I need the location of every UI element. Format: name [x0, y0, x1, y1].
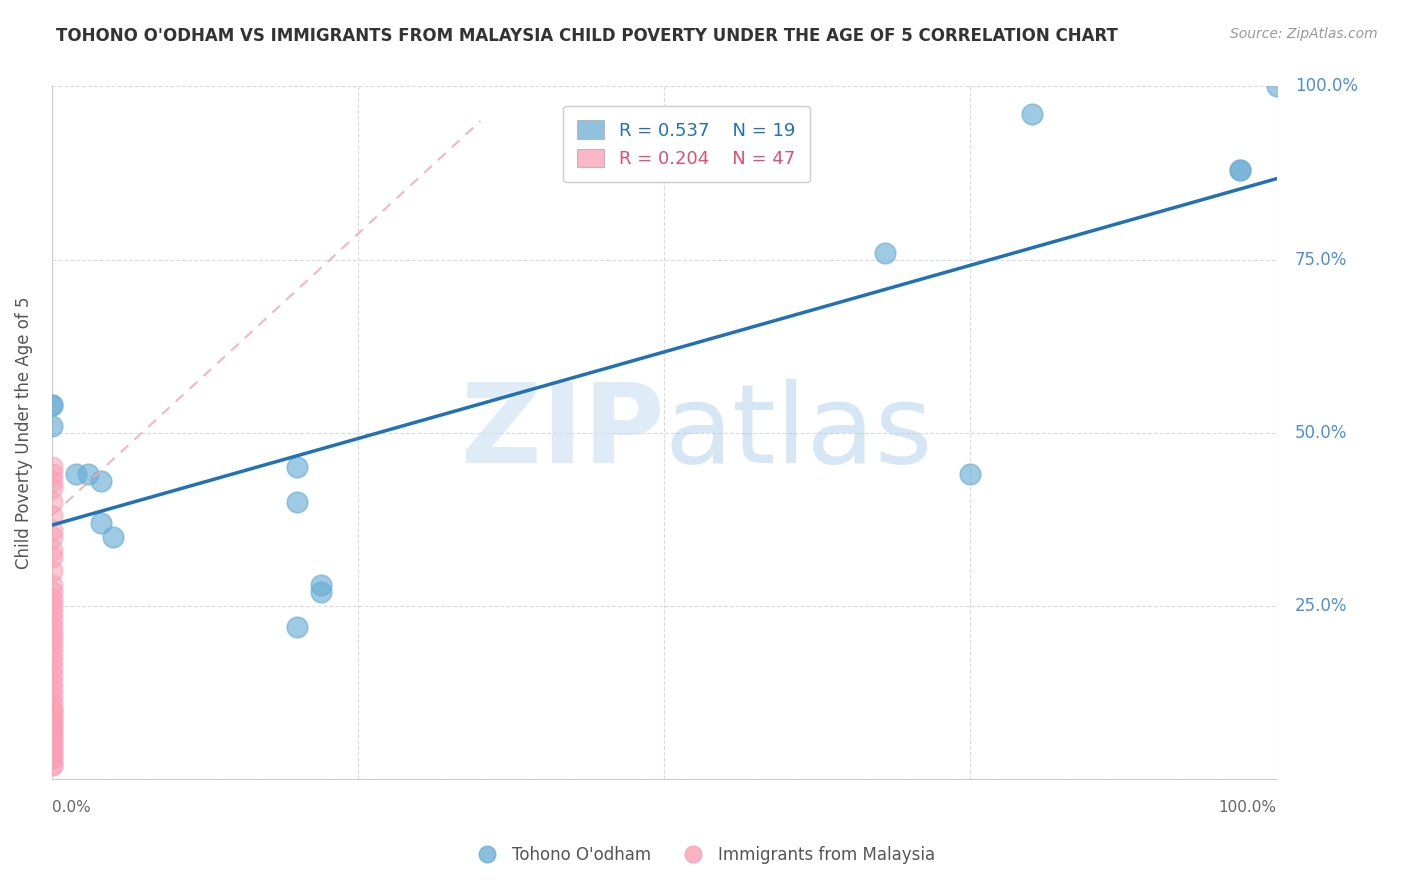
Point — [41, 737, 63, 751]
Point — [41, 599, 63, 613]
Text: 100.0%: 100.0% — [1219, 800, 1277, 814]
Point — [41, 654, 63, 668]
Text: 0.0%: 0.0% — [52, 800, 90, 814]
Point — [41, 696, 63, 710]
Point — [41, 640, 63, 655]
Point — [41, 606, 63, 620]
Point — [959, 467, 981, 482]
Point — [285, 460, 308, 475]
Point — [285, 495, 308, 509]
Point — [1021, 107, 1043, 121]
Point — [41, 398, 63, 412]
Point — [41, 731, 63, 745]
Legend: Tohono O'odham, Immigrants from Malaysia: Tohono O'odham, Immigrants from Malaysia — [464, 839, 942, 871]
Point — [90, 516, 112, 530]
Point — [41, 703, 63, 717]
Point — [41, 758, 63, 772]
Point — [41, 703, 63, 717]
Point — [90, 474, 112, 488]
Point — [309, 585, 332, 599]
Point — [41, 751, 63, 765]
Point — [309, 578, 332, 592]
Point — [41, 495, 63, 509]
Point — [41, 578, 63, 592]
Point — [41, 681, 63, 696]
Point — [41, 585, 63, 599]
Point — [41, 613, 63, 627]
Point — [285, 619, 308, 633]
Point — [41, 418, 63, 433]
Point — [1229, 162, 1251, 177]
Point — [41, 744, 63, 758]
Text: TOHONO O'ODHAM VS IMMIGRANTS FROM MALAYSIA CHILD POVERTY UNDER THE AGE OF 5 CORR: TOHONO O'ODHAM VS IMMIGRANTS FROM MALAYS… — [56, 27, 1118, 45]
Text: 25.0%: 25.0% — [1295, 597, 1347, 615]
Point — [41, 716, 63, 731]
Point — [41, 530, 63, 544]
Point — [41, 661, 63, 675]
Point — [41, 716, 63, 731]
Point — [101, 530, 124, 544]
Point — [41, 648, 63, 662]
Text: 100.0%: 100.0% — [1295, 78, 1358, 95]
Point — [41, 543, 63, 558]
Text: 75.0%: 75.0% — [1295, 251, 1347, 268]
Text: atlas: atlas — [664, 379, 932, 486]
Point — [41, 751, 63, 765]
Point — [41, 550, 63, 565]
Point — [41, 633, 63, 648]
Point — [41, 564, 63, 578]
Point — [41, 668, 63, 682]
Point — [41, 481, 63, 495]
Point — [41, 689, 63, 703]
Text: Source: ZipAtlas.com: Source: ZipAtlas.com — [1230, 27, 1378, 41]
Text: ZIP: ZIP — [461, 379, 664, 486]
Point — [41, 474, 63, 488]
Point — [41, 467, 63, 482]
Point — [1265, 79, 1288, 94]
Point — [41, 737, 63, 751]
Point — [41, 398, 63, 412]
Point — [41, 709, 63, 723]
Point — [41, 675, 63, 690]
Point — [41, 744, 63, 758]
Point — [41, 758, 63, 772]
Point — [41, 460, 63, 475]
Point — [41, 523, 63, 537]
Y-axis label: Child Poverty Under the Age of 5: Child Poverty Under the Age of 5 — [15, 296, 32, 569]
Point — [873, 245, 896, 260]
Text: 50.0%: 50.0% — [1295, 424, 1347, 442]
Point — [41, 723, 63, 738]
Point — [41, 723, 63, 738]
Legend: R = 0.537    N = 19, R = 0.204    N = 47: R = 0.537 N = 19, R = 0.204 N = 47 — [562, 106, 810, 183]
Point — [41, 619, 63, 633]
Point — [41, 508, 63, 523]
Point — [1229, 162, 1251, 177]
Point — [41, 626, 63, 640]
Point — [41, 591, 63, 606]
Point — [77, 467, 100, 482]
Point — [41, 731, 63, 745]
Point — [65, 467, 87, 482]
Point — [41, 709, 63, 723]
